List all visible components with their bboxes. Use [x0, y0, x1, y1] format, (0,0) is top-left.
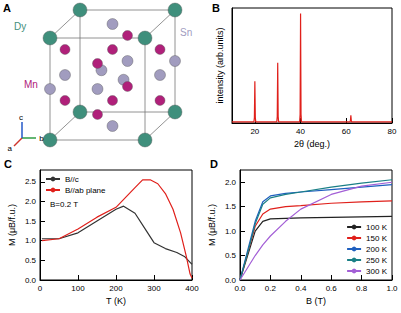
svg-text:40: 40	[296, 127, 305, 136]
svg-text:B: B	[212, 2, 220, 14]
svg-text:B//ab plane: B//ab plane	[65, 186, 106, 195]
svg-text:D: D	[210, 158, 218, 170]
svg-text:0.0: 0.0	[234, 284, 246, 293]
svg-text:B (T): B (T)	[306, 296, 326, 306]
svg-text:400: 400	[185, 284, 199, 293]
svg-text:0: 0	[38, 284, 43, 293]
svg-text:300: 300	[147, 284, 161, 293]
svg-text:0.5: 0.5	[25, 256, 37, 265]
svg-text:200 K: 200 K	[366, 245, 388, 254]
svg-text:0.0: 0.0	[224, 275, 236, 285]
svg-text:100 K: 100 K	[366, 223, 388, 232]
svg-text:150 K: 150 K	[366, 234, 388, 243]
svg-text:T (K): T (K)	[106, 296, 126, 306]
svg-text:2.0: 2.0	[25, 197, 37, 206]
svg-text:2θ (deg.): 2θ (deg.)	[294, 139, 330, 149]
svg-text:M (μB/f.u.): M (μB/f.u.)	[7, 204, 17, 246]
svg-text:1.0: 1.0	[386, 284, 398, 293]
svg-text:60: 60	[342, 127, 351, 136]
svg-text:1.0: 1.0	[225, 227, 237, 236]
svg-text:1.5: 1.5	[225, 202, 237, 211]
svg-text:200: 200	[109, 284, 123, 293]
svg-text:M (μB/f.u.): M (μB/f.u.)	[207, 204, 217, 246]
svg-text:2.5: 2.5	[25, 177, 37, 186]
svg-text:300 K: 300 K	[366, 267, 388, 276]
svg-text:a: a	[7, 144, 12, 153]
svg-text:Dy: Dy	[14, 21, 26, 32]
svg-text:0.4: 0.4	[295, 284, 307, 293]
svg-text:1.0: 1.0	[25, 236, 37, 245]
svg-text:20: 20	[250, 127, 259, 136]
svg-text:1.5: 1.5	[25, 217, 37, 226]
svg-text:B=0.2 T: B=0.2 T	[50, 200, 78, 209]
svg-text:b: b	[39, 134, 44, 143]
svg-text:Sn: Sn	[180, 27, 192, 38]
svg-text:intensity (arb.units): intensity (arb.units)	[215, 27, 225, 103]
svg-text:0.6: 0.6	[326, 284, 338, 293]
svg-text:c: c	[19, 113, 23, 122]
svg-text:0.5: 0.5	[225, 251, 237, 260]
svg-text:0.2: 0.2	[265, 284, 277, 293]
svg-text:100: 100	[71, 284, 85, 293]
svg-text:250 K: 250 K	[366, 256, 388, 265]
svg-text:B//c: B//c	[65, 175, 79, 184]
svg-text:Mn: Mn	[24, 79, 38, 90]
svg-text:80: 80	[388, 127, 397, 136]
svg-text:2.0: 2.0	[225, 178, 237, 187]
svg-text:C: C	[4, 158, 12, 170]
svg-text:A: A	[3, 2, 11, 14]
svg-text:0.0: 0.0	[25, 276, 37, 285]
svg-text:0.8: 0.8	[356, 284, 368, 293]
